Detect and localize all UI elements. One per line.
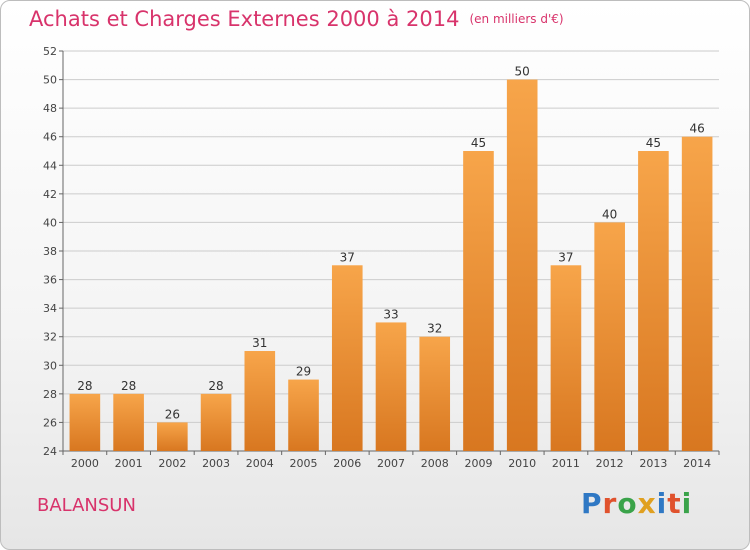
bar-2009	[463, 151, 494, 451]
bar-value-label: 28	[208, 379, 223, 393]
bar-value-label: 28	[77, 379, 92, 393]
proxiti-logo[interactable]: Proxiti	[581, 487, 692, 520]
x-tick-label: 2004	[246, 457, 274, 470]
x-tick-label: 2000	[71, 457, 99, 470]
logo-letter: r	[602, 487, 618, 520]
y-tick-label: 36	[43, 274, 57, 287]
x-tick-label: 2002	[158, 457, 186, 470]
x-tick-label: 2007	[377, 457, 405, 470]
bar-2013	[638, 151, 669, 451]
bar-value-label: 46	[689, 122, 704, 136]
bar-2001	[113, 393, 144, 451]
commune-name: BALANSUN	[37, 495, 136, 516]
y-tick-label: 38	[43, 245, 57, 258]
x-tick-label: 2014	[683, 457, 711, 470]
logo-letter: i	[656, 487, 668, 520]
bar-2012	[594, 222, 625, 451]
logo-letter: o	[617, 487, 638, 520]
y-tick-label: 24	[43, 445, 57, 458]
x-tick-label: 2001	[115, 457, 143, 470]
bar-2011	[550, 265, 582, 451]
bar-value-label: 28	[121, 379, 136, 393]
bar-2002	[157, 422, 188, 451]
x-tick-label: 2008	[421, 457, 449, 470]
bar-2007	[375, 322, 407, 451]
bar-value-label: 40	[602, 207, 617, 221]
bars	[69, 79, 713, 452]
bar-value-label: 45	[646, 136, 661, 150]
labels: 28 28 26 28 31 29 37 33 32 45 50 37 40 45 46	[77, 65, 705, 422]
y-tick-label: 48	[43, 102, 57, 115]
bar-value-label: 37	[340, 250, 355, 264]
chart-unit: (en milliers d'€)	[469, 12, 564, 26]
y-tick-label: 32	[43, 331, 57, 344]
bar-value-label: 50	[515, 65, 530, 79]
logo-letter: x	[637, 487, 657, 520]
logo-letter: t	[667, 487, 682, 520]
y-tick-label: 42	[43, 188, 57, 201]
bar-value-label: 29	[296, 365, 311, 379]
bar-value-label: 37	[558, 250, 573, 264]
x-tick-label: 2003	[202, 457, 230, 470]
x-tick-label: 2006	[333, 457, 361, 470]
y-tick-label: 50	[43, 74, 57, 87]
y-tick-label: 34	[43, 302, 57, 315]
y-tick-label: 26	[43, 416, 57, 429]
y-tick-label: 44	[43, 159, 57, 172]
chart-title-block: Achats et Charges Externes 2000 à 2014 (e…	[29, 7, 564, 31]
x-tick-label: 2012	[596, 457, 624, 470]
bar-2000	[69, 393, 101, 451]
bar-value-label: 33	[383, 307, 398, 321]
bar-2008	[419, 336, 451, 451]
x-tick-label: 2011	[552, 457, 580, 470]
x-tick-label: 2013	[639, 457, 667, 470]
bar-2014	[681, 136, 713, 451]
bar-2010	[506, 79, 538, 452]
bar-value-label: 31	[252, 336, 267, 350]
y-tick-label: 40	[43, 216, 57, 229]
logo-letter: P	[581, 487, 603, 520]
x-tick-label: 2009	[464, 457, 492, 470]
y-tick-label: 46	[43, 131, 57, 144]
bar-value-label: 26	[165, 407, 180, 421]
y-tick-label: 30	[43, 359, 57, 372]
bar-value-label: 32	[427, 322, 442, 336]
bar-2003	[200, 393, 232, 451]
x-tick-label: 2005	[290, 457, 318, 470]
bar-2005	[288, 379, 319, 451]
x-tick-label: 2010	[508, 457, 536, 470]
chart-title: Achats et Charges Externes 2000 à 2014	[29, 7, 460, 31]
y-tick-label: 52	[43, 45, 57, 58]
bar-2004	[244, 351, 276, 451]
bar-value-label: 45	[471, 136, 486, 150]
y-tick-label: 28	[43, 388, 57, 401]
logo-letter: i	[681, 487, 693, 520]
bar-2006	[331, 265, 363, 451]
